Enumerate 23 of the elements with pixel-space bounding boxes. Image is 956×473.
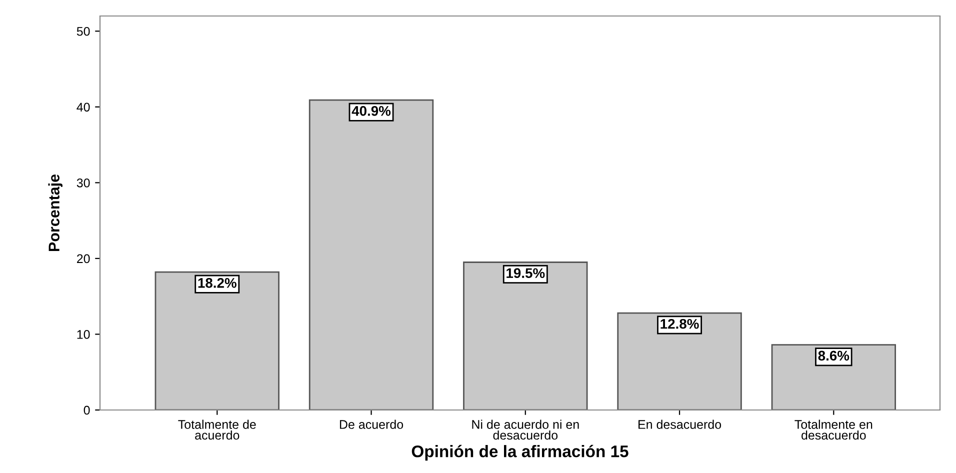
y-tick-label: 30 [76,178,90,188]
x-tick-label: Ni de acuerdo ni en desacuerdo [472,420,579,440]
x-tick-label: Totalmente de acuerdo [178,420,256,440]
y-tick-label: 20 [77,254,90,264]
x-tick-label: En desacuerdo [638,420,722,429]
data-label: 12.8% [660,318,699,329]
data-label: 40.9% [352,106,391,116]
data-label: 18.2% [198,278,236,288]
bar [308,99,434,410]
y-tick-label: 10 [77,330,90,339]
x-axis-title: Opinión de la afirmación 15 [412,444,628,461]
x-tick-label: Totalmente en desacuerdo [794,420,872,440]
x-tick-label: De acuerdo [340,420,404,429]
y-axis-title: Porcentaje [48,174,62,252]
data-label: 19.5% [506,268,545,278]
bar [154,271,280,410]
bar [617,312,742,410]
y-tick-label: 40 [76,102,90,112]
data-label: 8.6% [818,350,850,361]
bar [463,262,588,410]
bar [771,344,896,410]
y-tick-label: 50 [76,26,90,36]
y-tick-label: 0 [84,406,90,415]
